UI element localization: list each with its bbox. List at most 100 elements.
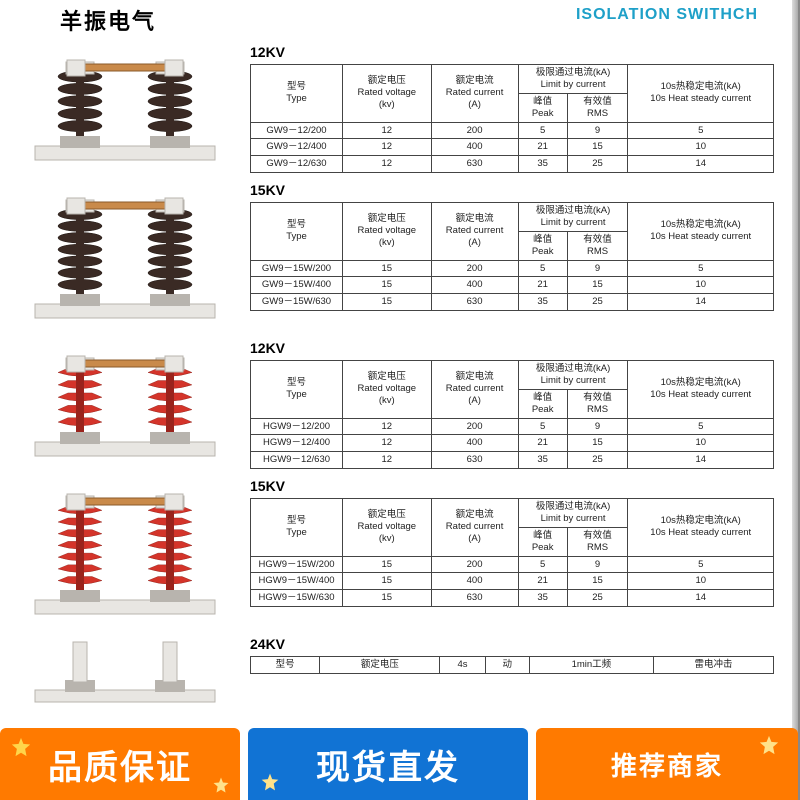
col-rms: 有效值RMS bbox=[567, 93, 628, 122]
cell-rms: 25 bbox=[567, 590, 628, 607]
product-illustration bbox=[0, 182, 250, 322]
cell-voltage: 15 bbox=[343, 556, 432, 573]
table-wrap: 15KV 型号Type 额定电压Rated voltage(kv) 额定电流Ra… bbox=[250, 478, 798, 607]
cell-current: 200 bbox=[431, 556, 518, 573]
cell-peak: 21 bbox=[518, 435, 567, 452]
table-row: GW9－12/630 12 630 35 25 14 bbox=[251, 156, 774, 173]
cell-voltage: 12 bbox=[343, 139, 432, 156]
product-section: 12KV 型号Type 额定电压Rated voltage(kv) 额定电流Ra… bbox=[0, 340, 798, 470]
cell-peak: 21 bbox=[518, 277, 567, 294]
cell-type: HGW9－12/200 bbox=[251, 418, 343, 435]
cell-rms: 25 bbox=[567, 294, 628, 311]
cell-voltage: 15 bbox=[343, 573, 432, 590]
cell-heat: 10 bbox=[628, 139, 774, 156]
product-illustration bbox=[0, 478, 250, 618]
section-title: 15KV bbox=[250, 478, 774, 494]
cell-current: 630 bbox=[431, 294, 518, 311]
table-row: GW9－12/400 12 400 21 15 10 bbox=[251, 139, 774, 156]
col-current: 额定电流Rated current(A) bbox=[431, 361, 518, 419]
cell-heat: 5 bbox=[628, 556, 774, 573]
col-current: 额定电流Rated current(A) bbox=[431, 65, 518, 123]
col-rms: 有效值RMS bbox=[567, 231, 628, 260]
category-title: ISOLATION SWITHCH bbox=[576, 6, 758, 24]
cell-rms: 25 bbox=[567, 156, 628, 173]
page-edge-shadow bbox=[792, 0, 798, 800]
col-heat: 10s热稳定电流(kA)10s Heat steady current bbox=[628, 499, 774, 557]
col-peak: 峰值Peak bbox=[518, 93, 567, 122]
product-illustration bbox=[0, 44, 250, 164]
col-peak: 峰值Peak bbox=[518, 231, 567, 260]
col-current: 额定电流Rated current(A) bbox=[431, 203, 518, 261]
cell-peak: 35 bbox=[518, 452, 567, 469]
cell-peak: 5 bbox=[518, 260, 567, 277]
section-title: 24KV bbox=[250, 636, 774, 652]
section-title: 12KV bbox=[250, 44, 774, 60]
col-type: 型号Type bbox=[251, 361, 343, 419]
cell-type: HGW9－15W/200 bbox=[251, 556, 343, 573]
spec-table: 型号Type 额定电压Rated voltage(kv) 额定电流Rated c… bbox=[250, 360, 774, 469]
table-row: HGW9－15W/200 15 200 5 9 5 bbox=[251, 556, 774, 573]
cell-current: 630 bbox=[431, 452, 518, 469]
catalog-page: 羊振电气 ISOLATION SWITHCH 12KV 型号Type 额定电压R… bbox=[0, 0, 800, 800]
cell-peak: 21 bbox=[518, 573, 567, 590]
cell-heat: 10 bbox=[628, 277, 774, 294]
table-wrap: 12KV 型号Type 额定电压Rated voltage(kv) 额定电流Ra… bbox=[250, 44, 798, 173]
spec-table-partial: 型号额定电压4s动1min工频雷电冲击 bbox=[250, 656, 774, 674]
cell-type: HGW9－12/400 bbox=[251, 435, 343, 452]
page-header: 羊振电气 ISOLATION SWITHCH bbox=[0, 0, 798, 38]
cell-type: GW9－12/400 bbox=[251, 139, 343, 156]
cell-type: HGW9－15W/400 bbox=[251, 573, 343, 590]
table-wrap: 12KV 型号Type 额定电压Rated voltage(kv) 额定电流Ra… bbox=[250, 340, 798, 469]
partial-header: 型号 bbox=[251, 657, 320, 674]
content-area: 12KV 型号Type 额定电压Rated voltage(kv) 额定电流Ra… bbox=[0, 44, 798, 800]
col-type: 型号Type bbox=[251, 203, 343, 261]
cell-rms: 15 bbox=[567, 435, 628, 452]
col-rms: 有效值RMS bbox=[567, 527, 628, 556]
cell-type: GW9－15W/400 bbox=[251, 277, 343, 294]
cell-peak: 35 bbox=[518, 156, 567, 173]
partial-header: 4s bbox=[440, 657, 485, 674]
cell-rms: 25 bbox=[567, 452, 628, 469]
col-limit: 极限通过电流(kA)Limit by current bbox=[518, 203, 628, 232]
cell-peak: 35 bbox=[518, 294, 567, 311]
product-section: 15KV 型号Type 额定电压Rated voltage(kv) 额定电流Ra… bbox=[0, 182, 798, 332]
cell-rms: 15 bbox=[567, 139, 628, 156]
cell-current: 400 bbox=[431, 277, 518, 294]
partial-header: 1min工频 bbox=[529, 657, 653, 674]
partial-header: 额定电压 bbox=[320, 657, 440, 674]
col-limit: 极限通过电流(kA)Limit by current bbox=[518, 65, 628, 94]
section-title: 12KV bbox=[250, 340, 774, 356]
cell-voltage: 12 bbox=[343, 452, 432, 469]
table-wrap: 15KV 型号Type 额定电压Rated voltage(kv) 额定电流Ra… bbox=[250, 182, 798, 311]
cell-voltage: 15 bbox=[343, 294, 432, 311]
table-row: GW9－12/200 12 200 5 9 5 bbox=[251, 122, 774, 139]
cell-current: 630 bbox=[431, 590, 518, 607]
col-peak: 峰值Peak bbox=[518, 389, 567, 418]
cell-heat: 14 bbox=[628, 452, 774, 469]
col-voltage: 额定电压Rated voltage(kv) bbox=[343, 499, 432, 557]
table-row: HGW9－15W/400 15 400 21 15 10 bbox=[251, 573, 774, 590]
cell-rms: 15 bbox=[567, 277, 628, 294]
col-type: 型号Type bbox=[251, 65, 343, 123]
partial-header: 雷电冲击 bbox=[653, 657, 773, 674]
badge-stock: 现货直发 bbox=[248, 728, 528, 800]
table-row: GW9－15W/200 15 200 5 9 5 bbox=[251, 260, 774, 277]
spec-table: 型号Type 额定电压Rated voltage(kv) 额定电流Rated c… bbox=[250, 498, 774, 607]
cell-heat: 5 bbox=[628, 260, 774, 277]
cell-heat: 14 bbox=[628, 156, 774, 173]
cell-voltage: 12 bbox=[343, 435, 432, 452]
badge-quality: 品质保证 bbox=[0, 728, 240, 800]
product-illustration bbox=[0, 340, 250, 460]
cell-current: 200 bbox=[431, 418, 518, 435]
cell-rms: 15 bbox=[567, 573, 628, 590]
cell-voltage: 12 bbox=[343, 418, 432, 435]
cell-peak: 5 bbox=[518, 122, 567, 139]
cell-current: 200 bbox=[431, 122, 518, 139]
cell-heat: 5 bbox=[628, 418, 774, 435]
col-rms: 有效值RMS bbox=[567, 389, 628, 418]
product-illustration bbox=[0, 636, 250, 706]
product-section: 12KV 型号Type 额定电压Rated voltage(kv) 额定电流Ra… bbox=[0, 44, 798, 174]
cell-type: GW9－15W/630 bbox=[251, 294, 343, 311]
cell-rms: 9 bbox=[567, 418, 628, 435]
col-voltage: 额定电压Rated voltage(kv) bbox=[343, 203, 432, 261]
